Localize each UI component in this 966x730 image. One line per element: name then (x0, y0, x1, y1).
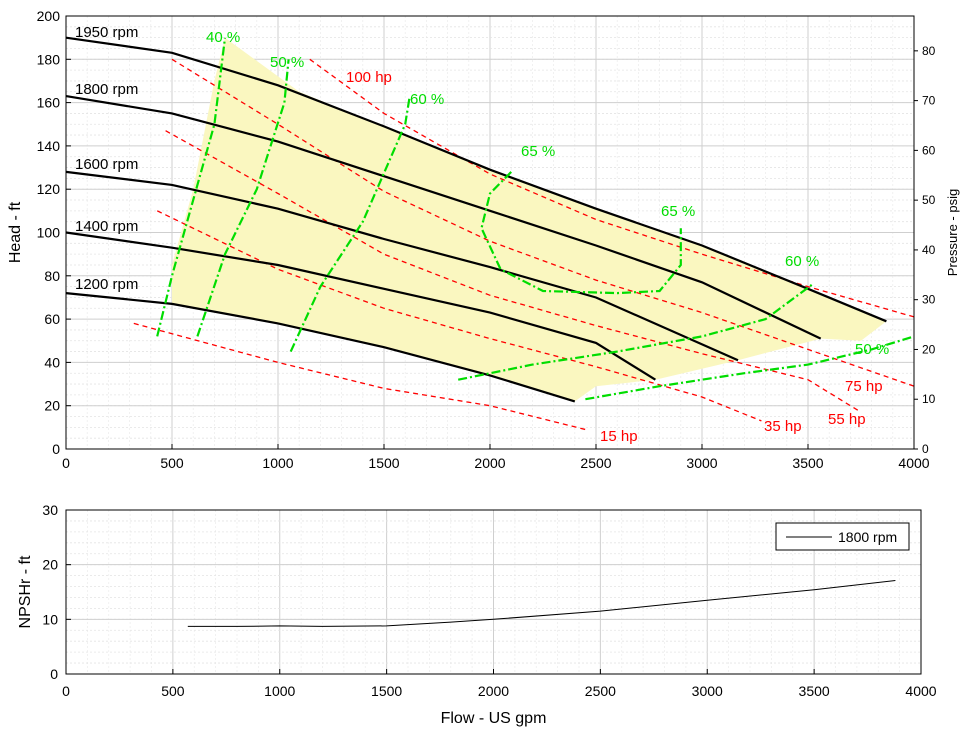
head-y-tick-label: 160 (37, 95, 61, 111)
efficiency-curve-2 (289, 98, 411, 353)
pressure-tick-label: 10 (922, 392, 936, 406)
efficiency-curve-1 (196, 59, 290, 337)
npsh-y-tick-label: 30 (42, 502, 58, 518)
power-label: 35 hp (764, 418, 802, 435)
head-x-tick-label: 1500 (368, 455, 399, 471)
pressure-tick-label: 60 (922, 143, 936, 157)
pressure-tick-label: 50 (922, 193, 936, 207)
npsh-x-tick-label: 2500 (585, 683, 616, 699)
efficiency-label: 65 % (521, 143, 555, 160)
speed-label: 1400 rpm (75, 218, 138, 235)
head-x-tick-label: 500 (160, 455, 184, 471)
speed-curve-1600rpm (65, 170, 739, 362)
efficiency-label: 50 % (270, 54, 304, 71)
npsh-y-tick-label: 10 (42, 611, 58, 627)
npsh-axis-title: NPSHr - ft (17, 555, 34, 628)
power-curve-55hp (165, 130, 862, 413)
speed-label: 1200 rpm (75, 276, 138, 293)
pressure-tick-label: 70 (922, 94, 936, 108)
power-label: 15 hp (600, 428, 638, 445)
npsh-x-tick-label: 0 (62, 683, 70, 699)
head-x-tick-label: 1000 (262, 455, 293, 471)
npsh-x-tick-label: 4000 (905, 683, 936, 699)
head-x-tick-label: 0 (62, 455, 70, 471)
efficiency-label: 60 % (410, 91, 444, 108)
head-axis-title: Head - ft (7, 201, 24, 263)
flow-axis-title: Flow - US gpm (441, 710, 547, 727)
efficiency-curve-3 (480, 171, 682, 295)
head-y-tick-label: 20 (44, 398, 60, 414)
head-x-tick-label: 3500 (792, 455, 823, 471)
efficiency-curve-5 (585, 335, 915, 401)
head-x-tick-label: 3000 (686, 455, 717, 471)
power-label: 55 hp (828, 411, 866, 428)
power-curve-100hp (309, 58, 915, 318)
pressure-tick-label: 40 (922, 243, 936, 257)
speed-label: 1800 rpm (75, 81, 138, 98)
npsh-x-tick-label: 3000 (692, 683, 723, 699)
legend-label: 1800 rpm (838, 529, 897, 545)
head-y-tick-label: 80 (44, 268, 60, 284)
efficiency-curve-0 (156, 37, 227, 337)
power-label: 100 hp (346, 69, 392, 86)
npsh-x-tick-label: 1500 (371, 683, 402, 699)
npsh-legend: 1800 rpm (775, 522, 910, 551)
speed-curve-1400rpm (65, 231, 656, 381)
speed-curve-1800rpm (65, 95, 822, 340)
npsh-x-tick-label: 2000 (478, 683, 509, 699)
power-curve-75hp (171, 58, 915, 387)
speed-curve-1200rpm (65, 292, 576, 403)
npsh-x-tick-label: 500 (161, 683, 185, 699)
power-label: 75 hp (845, 378, 883, 395)
head-x-tick-label: 2500 (580, 455, 611, 471)
head-y-tick-label: 180 (37, 51, 61, 67)
head-y-tick-label: 100 (37, 225, 61, 241)
head-x-tick-label: 4000 (898, 455, 929, 471)
npsh-x-tick-label: 1000 (264, 683, 295, 699)
npsh-y-tick-label: 0 (50, 666, 58, 682)
head-y-tick-label: 0 (52, 441, 60, 457)
pressure-tick-label: 30 (922, 293, 936, 307)
pressure-tick-label: 0 (922, 442, 929, 456)
pressure-axis-title: Pressure - psig (945, 189, 960, 276)
preferred-operating-region (172, 37, 887, 402)
head-y-tick-label: 200 (37, 8, 61, 24)
efficiency-curve-4 (457, 283, 813, 381)
head-y-tick-label: 40 (44, 354, 60, 370)
npsh-y-tick-label: 20 (42, 557, 58, 573)
head-y-tick-label: 120 (37, 181, 61, 197)
head-x-tick-label: 2000 (474, 455, 505, 471)
head-y-tick-label: 140 (37, 138, 61, 154)
power-curve-35hp (156, 210, 762, 422)
efficiency-label: 50 % (855, 341, 889, 358)
speed-curve-1950rpm (65, 36, 887, 323)
efficiency-label: 65 % (661, 203, 695, 220)
npsh-x-tick-label: 3500 (799, 683, 830, 699)
npsh-series-1800rpm (187, 580, 896, 627)
power-curve-15hp (133, 322, 586, 431)
speed-label: 1950 rpm (75, 24, 138, 41)
pressure-tick-label: 80 (922, 44, 936, 58)
efficiency-label: 40 % (206, 29, 240, 46)
efficiency-label: 60 % (785, 253, 819, 270)
pressure-tick-label: 20 (922, 342, 936, 356)
head-y-tick-label: 60 (44, 311, 60, 327)
speed-label: 1600 rpm (75, 156, 138, 173)
